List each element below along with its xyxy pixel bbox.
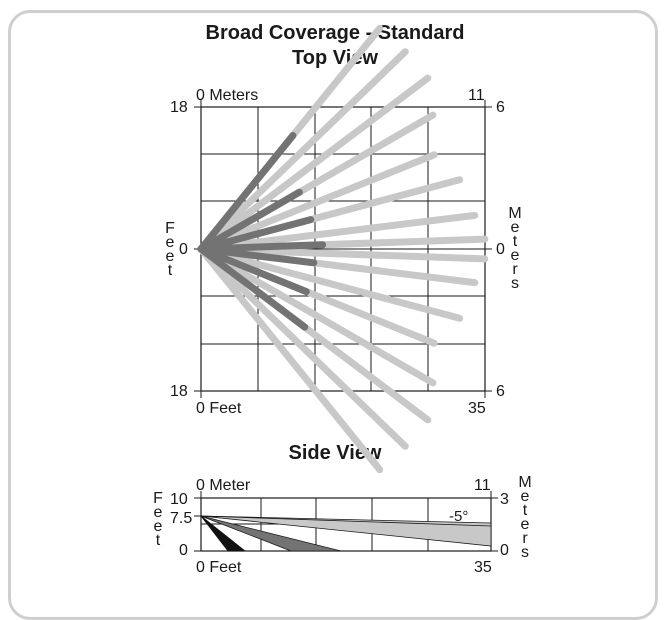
side-view-reference-line [200,515,492,527]
side-view-left-tick-middle: 7.5 [170,510,193,527]
top-view-top-scale-label: 0 Meters [196,87,259,104]
top-view-bottom-right-value: 35 [468,400,486,417]
near-beam-10 [197,245,318,267]
diagram-title: Broad Coverage - Standard [205,22,465,44]
side-view-near-zone [200,515,247,552]
side-view-left-tick-top: 10 [170,491,188,508]
card-panel [8,10,658,620]
side-view-angle-label: -5° [449,508,469,525]
side-view-right-tick-top: 3 [500,491,509,508]
near-beam-6 [197,216,315,253]
far-beam-2 [197,48,409,253]
top-view-left-tick-bottom: 18 [170,383,188,400]
top-view-left-tick-top: 18 [170,99,188,116]
side-view-mid-zone [200,515,342,552]
near-beam-14 [197,245,309,331]
top-view-right-tick-top: 6 [496,99,505,116]
far-beam-7 [197,211,479,253]
near-beam-4 [197,188,303,253]
top-view-near-beams [197,132,327,331]
side-view-left-tick-bottom: 0 [179,542,188,559]
side-view-right-tick-bottom: 0 [500,542,509,559]
far-beam-3 [197,74,432,253]
far-beam-13 [197,245,437,387]
top-view-left-tick-middle: 0 [179,241,188,258]
top-view-right-tick-bottom: 6 [496,383,505,400]
side-view-top-right-value: 11 [474,477,491,494]
top-view-top-right-value: 11 [468,87,485,104]
far-beam-11 [197,245,464,322]
side-view-top-scale-label: 0 Meter [196,477,251,494]
side-view-bottom-scale-label: 0 Feet [196,559,242,576]
near-beam-12 [197,245,310,296]
coverage-diagram [194,24,498,552]
far-beam-15 [197,245,409,450]
near-beam-1 [197,132,297,253]
far-beam-16 [197,245,384,474]
top-view-bottom-scale-label: 0 Feet [196,400,242,417]
side-view-bottom-right-value: 35 [474,559,492,576]
top-view-right-tick-middle: 0 [496,241,505,258]
far-beam-5 [197,151,438,253]
